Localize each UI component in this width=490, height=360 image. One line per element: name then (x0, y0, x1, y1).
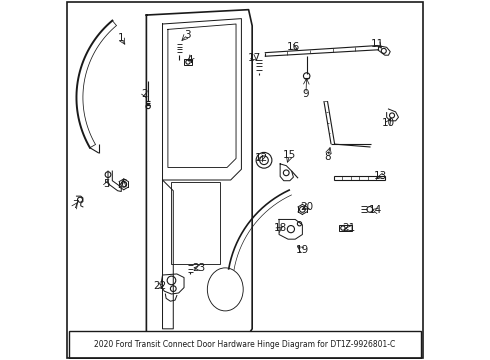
Bar (69, 330, 421, 357)
Bar (172, 182, 220, 264)
Text: 1: 1 (118, 33, 124, 43)
Text: 13: 13 (374, 171, 387, 181)
Text: 19: 19 (296, 245, 309, 255)
Text: 4: 4 (186, 55, 193, 65)
Text: 5: 5 (103, 179, 110, 189)
Text: 15: 15 (283, 150, 296, 160)
Text: 20: 20 (300, 202, 313, 212)
Text: 10: 10 (382, 118, 395, 128)
Text: 16: 16 (287, 42, 300, 52)
Text: 8: 8 (324, 152, 331, 162)
Text: 2: 2 (141, 89, 148, 99)
Text: 3: 3 (184, 30, 191, 40)
Text: 21: 21 (343, 224, 356, 233)
Text: 12: 12 (254, 153, 268, 163)
Text: 22: 22 (153, 281, 167, 291)
Text: 23: 23 (192, 263, 205, 273)
Text: 6: 6 (120, 179, 126, 189)
Text: 7: 7 (73, 200, 79, 210)
Bar (339, 225, 351, 231)
Text: 9: 9 (303, 89, 309, 99)
Text: 17: 17 (247, 53, 261, 63)
Text: 2020 Ford Transit Connect Door Hardware Hinge Diagram for DT1Z-9926801-C: 2020 Ford Transit Connect Door Hardware … (95, 340, 395, 349)
Text: 14: 14 (369, 206, 383, 216)
Bar (184, 59, 192, 65)
Text: 18: 18 (273, 224, 287, 233)
Text: 11: 11 (371, 39, 384, 49)
